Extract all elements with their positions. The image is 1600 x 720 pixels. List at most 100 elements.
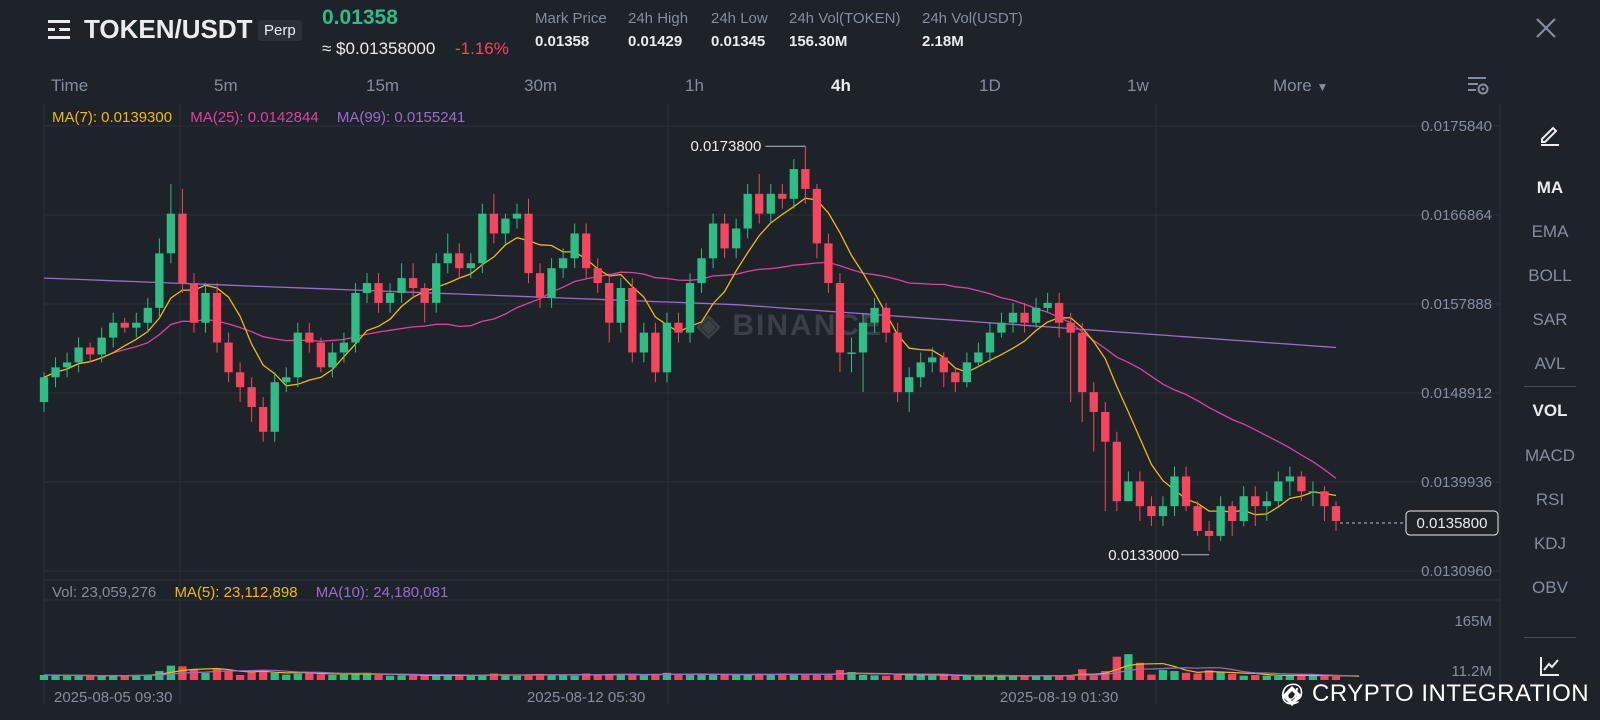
indicator-ma[interactable]: MA [1536,178,1564,197]
tab-30m[interactable]: 30m [524,76,558,95]
volume-bar [1239,675,1248,680]
tab-more-label: More [1273,76,1312,95]
volume-bar [74,675,83,680]
candle-body [466,263,475,269]
candle-body [1228,506,1237,522]
volume-bar [1135,662,1145,680]
draw-pencil-icon[interactable] [1538,122,1562,146]
stat-value: 0.01429 [628,33,683,50]
candle-body [616,288,625,323]
stat-24h-vol-token: 24h Vol(TOKEN) 156.30M [789,10,900,50]
volume-bar [674,674,683,680]
candle-body [201,292,210,323]
candle-body [639,332,649,353]
volume-bar [582,673,591,680]
candle-body [443,253,452,264]
volume-ma10-line [43,667,1360,677]
volume-bar [189,669,199,680]
pair-symbol[interactable]: TOKEN/USDT [84,14,253,44]
indicator-kdj[interactable]: KDJ [1533,534,1567,553]
volume-bar [524,674,533,680]
volume-bar [235,674,245,680]
candle-body [1170,476,1179,507]
price-tick-label: 0.0175840 [1421,118,1492,135]
candle-body [1054,302,1064,323]
indicator-boll[interactable]: BOLL [1528,266,1572,285]
volume-bar [466,675,475,680]
change-percent: -1.16% [455,39,509,58]
volume-bar [547,674,556,680]
volume-bar [778,673,787,680]
volume-bar [974,676,983,680]
volume-bar [708,674,718,680]
volume-bar [1285,675,1295,680]
candle-body [74,347,83,363]
indicator-sar[interactable]: SAR [1532,310,1568,329]
candle-body [97,337,106,355]
tab-1h[interactable]: 1h [685,76,704,95]
perp-badge: Perp [258,20,302,41]
candle-body [651,332,660,373]
volume-bar [881,675,891,680]
usd-price: ≈ $0.01358000 [322,39,436,58]
candle-body [478,213,487,264]
volume-bar [478,674,487,680]
volume-bar [339,674,349,680]
candle-body [916,362,925,378]
volume-bar [120,675,129,680]
candle-body [743,193,752,229]
candle-body [1308,491,1318,493]
candle-body [870,307,879,323]
candle-body [1297,476,1306,492]
chart-settings-icon[interactable] [1466,74,1490,96]
candle-body [1020,312,1029,323]
volume-bar [720,673,729,680]
volume-bar [801,674,810,680]
candle-body [858,322,868,353]
close-icon[interactable] [1534,16,1558,40]
volume-bar [985,675,995,680]
candle-body [847,352,856,354]
volume-bar [789,674,798,680]
tab-1w[interactable]: 1w [1127,76,1149,95]
indicator-obv[interactable]: OBV [1532,578,1568,597]
candle-body [166,213,176,254]
tab-4h[interactable]: 4h [831,76,851,95]
tab-15m[interactable]: 15m [366,76,400,95]
indicator-avl[interactable]: AVL [1534,354,1566,373]
candle-body [801,169,810,189]
candle-body [420,288,429,303]
volume-bar [628,674,637,680]
candle-body [1216,506,1225,536]
chart-type-icon[interactable] [1538,654,1562,678]
tab-5m[interactable]: 5m [214,76,238,95]
volume-bar [535,673,545,680]
candle-body [605,283,614,323]
tab-time[interactable]: Time [51,76,89,95]
indicator-rsi[interactable]: RSI [1535,490,1565,509]
volume-bar [743,674,752,680]
indicator-ema[interactable]: EMA [1531,222,1569,241]
indicator-vol[interactable]: VOL [1532,401,1568,420]
candle-body [155,253,164,308]
candle-body [489,213,499,234]
tab-1d[interactable]: 1D [979,76,1001,95]
volume-bar [570,675,579,680]
volume-tick-label: 11.2M [1451,663,1492,680]
candle-body [1331,506,1341,522]
candle-body [1285,476,1295,482]
candle-body [1112,441,1121,502]
volume-bar [408,675,418,680]
candle-body [1124,481,1133,502]
candle-body [1043,302,1052,308]
ma-legend: MA(7): 0.0139300 MA(25): 0.0142844 MA(99… [52,109,479,126]
menu-icon[interactable] [48,18,74,42]
candle-body [1031,307,1041,323]
volume-bar [835,669,845,680]
tab-more[interactable]: More ▼ [1273,76,1328,96]
indicator-macd[interactable]: MACD [1524,446,1576,465]
candle-body [685,283,695,333]
volume-bar [1101,671,1110,680]
volume-legend: Vol: 23,059,276 MA(5): 23,112,898 MA(10)… [52,584,462,601]
